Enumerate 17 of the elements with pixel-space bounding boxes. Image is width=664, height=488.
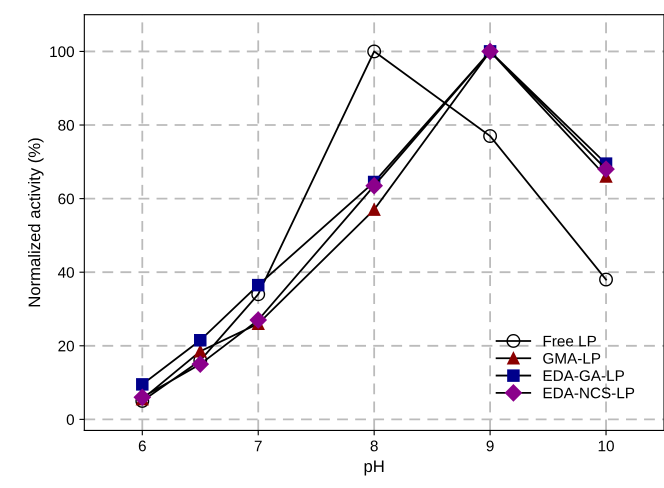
y-axis-title: Normalized activity (%): [28, 138, 44, 306]
legend-label: GMA-LP: [543, 352, 600, 364]
y-tick-label: 100: [50, 46, 74, 58]
y-tick-label: 0: [66, 414, 74, 426]
y-tick-label: 80: [58, 120, 74, 131]
legend-label: EDA-NCS-LP: [544, 388, 634, 398]
x-tick-label: 10: [598, 440, 614, 452]
x-axis-title: pH: [364, 460, 384, 476]
x-tick-label: 8: [370, 440, 378, 452]
y-tick-label: 20: [58, 340, 74, 352]
x-tick-label: 9: [486, 440, 494, 452]
x-tick-label: 7: [254, 440, 262, 452]
legend-label: EDA-GA-LP: [544, 370, 624, 382]
x-tick-label: 6: [138, 440, 146, 452]
y-tick-label: 60: [58, 193, 74, 204]
legend-label: Free LP: [544, 336, 596, 346]
y-tick-label: 40: [58, 267, 74, 278]
